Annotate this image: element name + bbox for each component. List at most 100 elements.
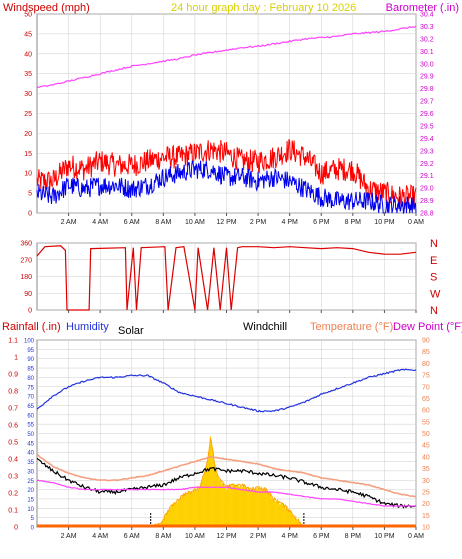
wind-x-tick-label: 8 PM (345, 219, 362, 226)
compass-label: W (430, 288, 441, 300)
barometer-tick-label: 30.4 (420, 12, 434, 19)
temperature-tick-label: 35 (422, 466, 430, 473)
barometer-tick-label: 29.9 (420, 74, 434, 81)
direction-degree-label: 270 (20, 257, 32, 264)
rainfall-tick-label: 0.6 (8, 423, 18, 430)
wind-x-tick-label: 6 PM (313, 219, 330, 226)
climate-x-tick-label: 6 AM (124, 533, 140, 540)
humidity-tick-label: 40 (27, 451, 34, 457)
humidity-tick-label: 25 (27, 479, 34, 485)
barometer-tick-label: 30.0 (420, 61, 434, 68)
temperature-tick-label: 90 (422, 338, 430, 345)
climate-x-tick-label: 2 PM (250, 533, 267, 540)
series-barometer-line (36, 25, 417, 89)
temperature-tick-label: 30 (422, 478, 430, 485)
humidity-tick-label: 100 (24, 339, 35, 345)
series-gust-line (36, 139, 417, 209)
wind-x-tick-label: 2 PM (250, 219, 267, 226)
temperature-tick-label: 20 (422, 501, 430, 508)
windspeed-tick-label: 0 (28, 211, 32, 218)
axis-layer: 0510152025303540455028.828.929.029.129.2… (8, 12, 441, 541)
temperature-tick-label: 60 (422, 408, 430, 415)
temperature-tick-label: 10 (422, 525, 430, 532)
humidity-tick-label: 85 (27, 367, 34, 373)
series-windchill-line (36, 457, 417, 509)
barometer-tick-label: 29.2 (420, 161, 434, 168)
rainfall-tick-label: 1 (14, 355, 18, 362)
temperature-tick-label: 70 (422, 384, 430, 391)
series-temperature-line (36, 453, 417, 498)
climate-x-tick-label: 8 AM (155, 533, 171, 540)
humidity-tick-label: 30 (27, 469, 34, 475)
barometer-tick-label: 29.7 (420, 99, 434, 106)
series-humidity-line (36, 368, 417, 413)
compass-label: N (430, 305, 438, 317)
chart-title: 24 hour graph day : February 10 2026 (171, 2, 356, 14)
windspeed-axis-title: Windspeed (mph) (3, 2, 90, 14)
climate-x-tick-label: 4 AM (92, 533, 108, 540)
barometer-tick-label: 29.0 (420, 186, 434, 193)
compass-label: E (430, 255, 437, 267)
barometer-tick-label: 29.5 (420, 123, 434, 130)
climate-x-tick-label: 10 PM (374, 533, 394, 540)
temperature-tick-label: 50 (422, 431, 430, 438)
temperature-tick-label: 40 (422, 454, 430, 461)
windspeed-tick-label: 10 (24, 171, 32, 178)
windspeed-tick-label: 30 (24, 91, 32, 98)
humidity-tick-label: 90 (27, 357, 34, 363)
humidity-tick-label: 60 (27, 413, 34, 419)
series-direction-line (36, 245, 417, 311)
windspeed-tick-label: 15 (24, 151, 32, 158)
wind-x-tick-label: 4 PM (281, 219, 298, 226)
temperature-tick-label: 85 (422, 349, 430, 356)
humidity-tick-label: 20 (27, 488, 34, 494)
climate-x-tick-label: 2 AM (61, 533, 77, 540)
windchill-label: Windchill (243, 321, 287, 333)
humidity-tick-label: 45 (27, 441, 34, 447)
wind-x-tick-label: 12 PM (216, 219, 236, 226)
rainfall-tick-label: 0.4 (8, 457, 18, 464)
wind-x-tick-label: 10 PM (374, 219, 394, 226)
temperature-tick-label: 45 (422, 443, 430, 450)
barometer-tick-label: 29.1 (420, 173, 434, 180)
temperature-tick-label: 25 (422, 489, 430, 496)
barometer-tick-label: 30.2 (420, 36, 434, 43)
barometer-tick-label: 29.8 (420, 86, 434, 93)
humidity-tick-label: 15 (27, 497, 34, 503)
wind-x-tick-label: 6 AM (124, 219, 140, 226)
rainfall-tick-label: 0.5 (8, 440, 18, 447)
marks-layer (36, 25, 417, 528)
humidity-tick-label: 5 (31, 516, 35, 522)
windspeed-tick-label: 20 (24, 131, 32, 138)
wind-x-tick-label: 8 AM (155, 219, 171, 226)
rainfall-tick-label: 0.2 (8, 491, 18, 498)
direction-degree-label: 90 (24, 291, 32, 298)
rainfall-tick-label: 0.7 (8, 406, 18, 413)
temperature-tick-label: 55 (422, 419, 430, 426)
humidity-tick-label: 50 (27, 432, 34, 438)
barometer-tick-label: 29.6 (420, 111, 434, 118)
series-solar-outline (150, 437, 304, 528)
dewpoint-axis-title: Dew Point (°F) (393, 321, 462, 333)
barometer-tick-label: 30.1 (420, 49, 434, 56)
direction-degree-label: 0 (28, 308, 32, 315)
compass-label: N (430, 238, 438, 250)
barometer-tick-label: 30.3 (420, 24, 434, 31)
rainfall-tick-label: 0.3 (8, 474, 18, 481)
direction-degree-label: 180 (20, 274, 32, 281)
rainfall-axis-title: Rainfall (.in) (2, 321, 61, 333)
wind-x-tick-label: 10 AM (185, 219, 205, 226)
temperature-tick-label: 75 (422, 373, 430, 380)
climate-x-tick-label: 10 AM (185, 533, 205, 540)
humidity-tick-label: 55 (27, 423, 34, 429)
windspeed-tick-label: 35 (24, 71, 32, 78)
windspeed-tick-label: 45 (24, 31, 32, 38)
windspeed-tick-label: 5 (28, 191, 32, 198)
climate-x-tick-label: 4 PM (281, 533, 298, 540)
climate-x-tick-label: 6 PM (313, 533, 330, 540)
windspeed-tick-label: 25 (24, 111, 32, 118)
climate-x-tick-label: 12 PM (216, 533, 236, 540)
humidity-tick-label: 35 (27, 460, 34, 466)
